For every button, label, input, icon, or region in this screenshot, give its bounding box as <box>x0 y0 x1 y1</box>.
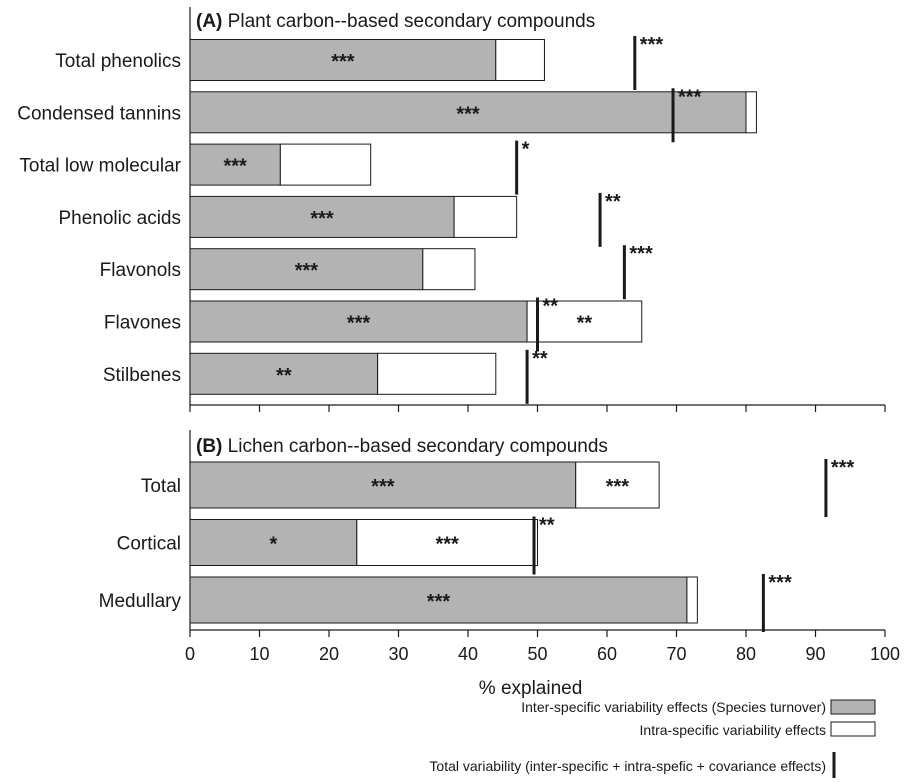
x-tick-label: 90 <box>805 644 825 664</box>
bar-intra <box>575 461 660 509</box>
bar-inter <box>189 39 497 81</box>
legend-total-label: Total variability (inter-specific + intr… <box>429 758 826 774</box>
sig-inter: * <box>270 534 278 556</box>
category-label: Total <box>141 476 181 497</box>
sig-total: *** <box>831 457 855 479</box>
sig-total: * <box>522 139 530 161</box>
category-label: Medullary <box>99 591 182 612</box>
bar-inter <box>189 143 281 186</box>
bar-intra <box>422 248 476 291</box>
bar-intra <box>745 91 757 134</box>
category-label: Phenolic acids <box>58 208 181 229</box>
legend-inter-swatch <box>830 699 876 715</box>
x-tick-label: 30 <box>388 644 408 664</box>
x-tick-label: 10 <box>249 644 269 664</box>
bar-inter <box>189 195 455 238</box>
sig-total: ** <box>539 515 555 537</box>
panel-title: (B) Lichen carbon--based secondary compo… <box>196 436 608 457</box>
x-tick-label: 100 <box>870 644 900 664</box>
sig-inter: *** <box>371 476 395 498</box>
panel-title-text: Plant carbon--based secondary compounds <box>222 11 595 32</box>
bar-intra <box>495 39 545 81</box>
panel-letter: (B) <box>196 436 222 457</box>
panel-a: (A) Plant carbon--based secondary compou… <box>17 7 886 412</box>
panel-letter: (A) <box>196 11 222 32</box>
panel-b: 0 10 20 30 40 50 60 70 80 90 100 % explained (B) Lic… <box>99 430 900 699</box>
category-label: Condensed tannins <box>17 103 181 124</box>
bar-intra <box>356 519 538 566</box>
panel-title: (A) Plant carbon--based secondary compou… <box>196 11 595 32</box>
legend-intra-swatch <box>830 721 876 737</box>
bar-inter <box>189 300 528 343</box>
sig-total: *** <box>678 86 702 108</box>
x-tick-label: 80 <box>736 644 756 664</box>
bar-intra <box>377 352 497 395</box>
bar-intra <box>279 143 372 186</box>
bar-inter <box>189 461 577 509</box>
legend-intra-label: Intra-specific variability effects <box>640 722 826 738</box>
sig-intra: *** <box>435 534 459 556</box>
bar-inter <box>189 352 379 395</box>
x-axis-label: % explained <box>479 678 583 699</box>
category-label: Total phenolics <box>55 51 181 72</box>
sig-total: *** <box>768 572 792 594</box>
category-label: Total low molecular <box>19 156 181 177</box>
x-tick-label: 0 <box>185 644 195 664</box>
sig-inter: ** <box>276 365 292 387</box>
x-tick-label: 70 <box>666 644 686 664</box>
sig-inter: *** <box>347 313 371 335</box>
sig-total: ** <box>605 191 621 213</box>
panel-title-text: Lichen carbon--based secondary compounds <box>222 436 608 457</box>
sig-total: ** <box>532 348 548 370</box>
sig-intra: *** <box>606 476 630 498</box>
x-tick-label: 50 <box>527 644 547 664</box>
category-label: Flavones <box>104 313 181 334</box>
sig-total: ** <box>543 296 559 318</box>
bar-inter <box>189 519 358 566</box>
bar-intra <box>526 300 643 343</box>
category-label: Flavonols <box>100 260 181 281</box>
sig-total: *** <box>640 34 664 56</box>
x-tick-label: 20 <box>319 644 339 664</box>
x-tick-label: 60 <box>597 644 617 664</box>
category-label: Cortical <box>117 534 181 555</box>
sig-inter: *** <box>456 103 480 125</box>
legend: Inter-specific variability effects (Spec… <box>429 699 876 778</box>
bar-inter <box>189 576 688 624</box>
bar-intra <box>453 195 518 238</box>
sig-inter: *** <box>310 208 334 230</box>
sig-total: *** <box>629 243 653 265</box>
legend-inter-label: Inter-specific variability effects (Spec… <box>521 699 826 715</box>
sig-inter: *** <box>427 591 451 613</box>
category-label: Stilbenes <box>103 365 181 386</box>
sig-inter: *** <box>295 260 319 282</box>
sig-intra: ** <box>577 313 593 335</box>
sig-inter: *** <box>331 51 355 73</box>
bar-intra <box>686 576 698 624</box>
sig-inter: *** <box>223 156 247 178</box>
x-tick-label: 40 <box>458 644 478 664</box>
